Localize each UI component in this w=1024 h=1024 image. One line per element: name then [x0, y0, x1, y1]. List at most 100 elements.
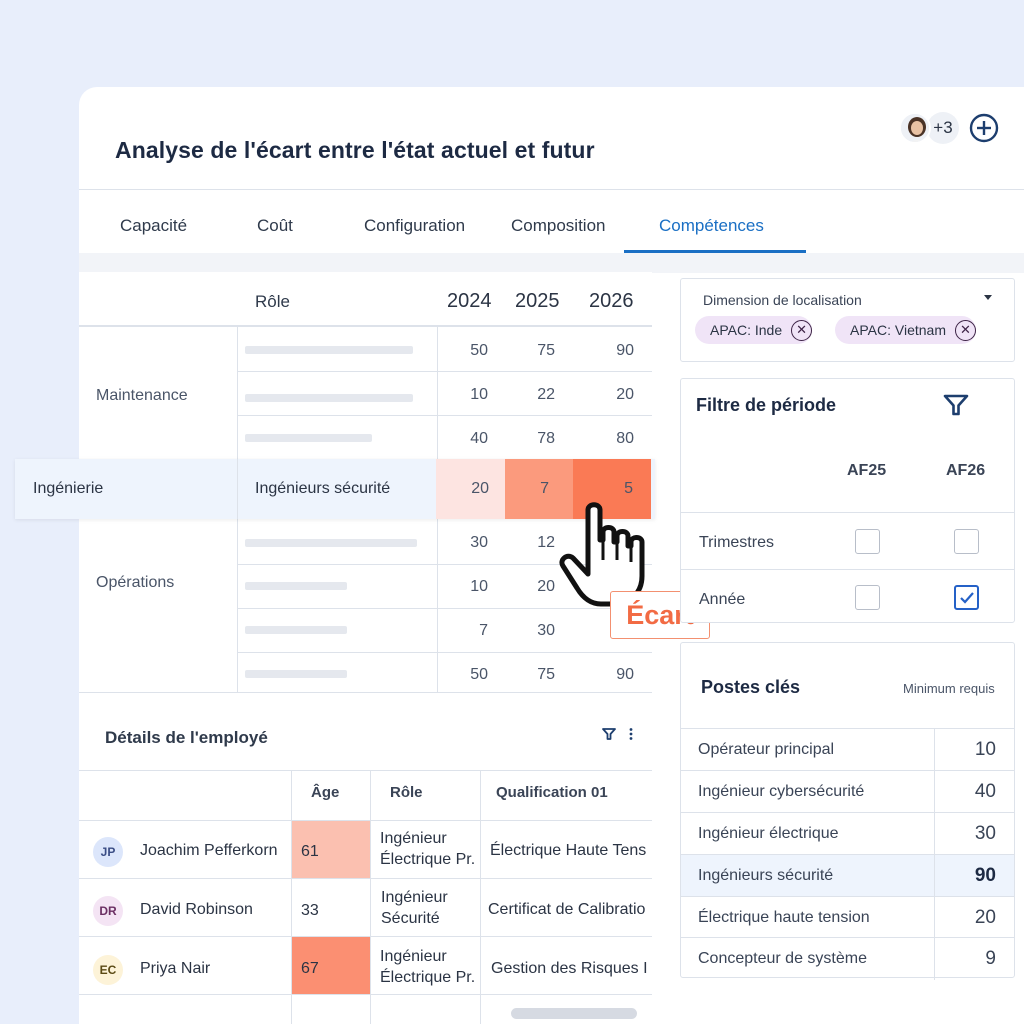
location-chip-inde[interactable]: APAC: Inde ✕	[695, 316, 813, 344]
more-options-icon[interactable]	[628, 727, 634, 741]
position-name: Ingénieur cybersécurité	[698, 783, 865, 800]
row-divider	[237, 371, 652, 372]
year-header-2026: 2026	[589, 290, 634, 312]
position-min-value: 40	[974, 781, 996, 802]
tab-configuration[interactable]: Configuration	[364, 216, 466, 235]
employee-role-line1: Ingénieur	[380, 948, 447, 965]
value-cell: 7	[479, 622, 488, 639]
highlighted-row-ingenierie[interactable]: Ingénierie Ingénieurs sécurité 20 7 5	[15, 459, 655, 519]
age-heat-cell	[292, 821, 370, 878]
value-cell: 50	[470, 666, 488, 683]
value-cell: 30	[537, 622, 555, 639]
chevron-down-icon[interactable]	[984, 295, 992, 300]
role-name: Ingénieurs sécurité	[255, 480, 391, 497]
employee-role-line1: Ingénieur	[380, 830, 447, 847]
employee-age: 67	[301, 960, 319, 977]
position-min-value: 20	[974, 907, 996, 928]
avatar: DR	[93, 896, 123, 926]
key-position-row[interactable]: Ingénieur cybersécurité 40	[681, 770, 1014, 813]
employee-name[interactable]: Priya Nair	[140, 960, 211, 977]
key-position-row[interactable]: Concepteur de système 9	[681, 937, 1014, 980]
row-divider	[237, 564, 652, 565]
position-min-value: 9	[985, 948, 996, 969]
table-border	[79, 770, 652, 771]
column-header-role[interactable]: Rôle	[390, 784, 423, 801]
location-chip-vietnam[interactable]: APAC: Vietnam ✕	[835, 316, 976, 344]
employee-role-line2: Sécurité	[381, 910, 440, 927]
horizontal-scrollbar[interactable]	[511, 1008, 637, 1019]
tab-bar: Capacité Coût Configuration Composition …	[79, 190, 1024, 253]
row-divider	[79, 878, 652, 879]
column-header-qualification[interactable]: Qualification 01	[496, 784, 608, 801]
value-cell: 22	[537, 386, 555, 403]
position-name: Ingénieur électrique	[698, 825, 839, 842]
gap-cell-2024[interactable]	[436, 459, 505, 519]
period-row-label: Année	[699, 591, 746, 608]
add-collaborator-icon[interactable]	[969, 113, 999, 143]
value-cell: 90	[616, 342, 634, 359]
role-placeholder-bar	[245, 346, 413, 354]
employee-name[interactable]: David Robinson	[140, 901, 253, 918]
col-divider	[934, 729, 935, 771]
filter-icon[interactable]	[602, 727, 616, 741]
key-position-row[interactable]: Opérateur principal 10	[681, 728, 1014, 771]
key-positions-title: Postes clés	[701, 677, 801, 697]
header-divider	[79, 189, 1024, 190]
row-divider	[237, 415, 652, 416]
checkbox-trimestres-af25[interactable]	[855, 529, 880, 554]
tab-competences[interactable]: Compétences	[659, 216, 764, 235]
value-cell: 10	[470, 578, 488, 595]
col-divider	[237, 459, 238, 519]
value-cell: 78	[537, 430, 555, 447]
column-header-age[interactable]: Âge	[311, 784, 340, 801]
role-placeholder-bar	[245, 626, 347, 634]
col-divider	[437, 327, 438, 459]
header-divider	[79, 325, 652, 327]
row-divider	[79, 936, 652, 937]
period-column-af25: AF25	[847, 462, 887, 479]
tab-cout[interactable]: Coût	[257, 216, 293, 235]
key-position-row[interactable]: Ingénieur électrique 30	[681, 812, 1014, 855]
period-filter-panel: Filtre de période AF25 AF26 Trimestres A…	[680, 378, 1015, 623]
active-tab-indicator	[624, 250, 806, 253]
value-cell: 75	[537, 342, 555, 359]
year-header-2025: 2025	[515, 290, 560, 312]
position-name: Électrique haute tension	[698, 909, 870, 926]
value-cell: 30	[470, 534, 488, 551]
gap-cell-2025[interactable]	[505, 459, 573, 519]
tab-capacite[interactable]: Capacité	[120, 216, 188, 235]
employee-qualification: Électrique Haute Tens	[490, 842, 647, 859]
value-cell: 20	[616, 386, 634, 403]
remove-chip-icon[interactable]: ✕	[954, 319, 976, 341]
role-placeholder-bar	[245, 670, 347, 678]
more-collaborators-count[interactable]: +3	[927, 112, 959, 144]
filter-icon[interactable]	[943, 393, 969, 417]
location-dimension-label: Dimension de localisation	[703, 292, 862, 308]
employee-name[interactable]: Joachim Pefferkorn	[140, 842, 278, 859]
checkbox-annee-af26[interactable]	[954, 585, 979, 610]
period-row-label: Trimestres	[699, 534, 774, 551]
col-divider	[934, 897, 935, 939]
avatar: JP	[93, 837, 123, 867]
key-position-row[interactable]: Électrique haute tension 20	[681, 896, 1014, 939]
col-divider	[934, 938, 935, 980]
row-divider	[79, 820, 652, 821]
position-name: Concepteur de système	[698, 950, 867, 967]
key-position-row-selected[interactable]: Ingénieurs sécurité 90	[681, 854, 1014, 897]
key-positions-panel: Postes clés Minimum requis Opérateur pri…	[680, 642, 1015, 980]
employee-age: 33	[301, 902, 319, 919]
avatar[interactable]	[899, 112, 931, 144]
avatar: EC	[93, 955, 123, 985]
col-divider	[934, 813, 935, 855]
value-cell: 10	[470, 386, 488, 403]
employee-role-line2: Électrique Pr.	[380, 969, 476, 986]
position-name: Ingénieurs sécurité	[698, 867, 834, 884]
checkbox-annee-af25[interactable]	[855, 585, 880, 610]
remove-chip-icon[interactable]: ✕	[791, 319, 813, 341]
checkbox-trimestres-af26[interactable]	[954, 529, 979, 554]
page-title: Analyse de l'écart entre l'état actuel e…	[115, 137, 595, 163]
gap-value-2026: 5	[624, 480, 633, 497]
content-background	[79, 253, 1024, 273]
tab-composition[interactable]: Composition	[511, 216, 606, 235]
value-cell: 20	[537, 578, 555, 595]
